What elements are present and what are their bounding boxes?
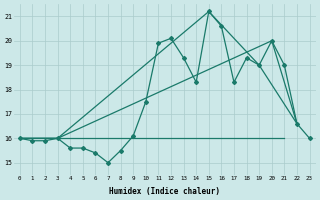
X-axis label: Humidex (Indice chaleur): Humidex (Indice chaleur) (109, 187, 220, 196)
